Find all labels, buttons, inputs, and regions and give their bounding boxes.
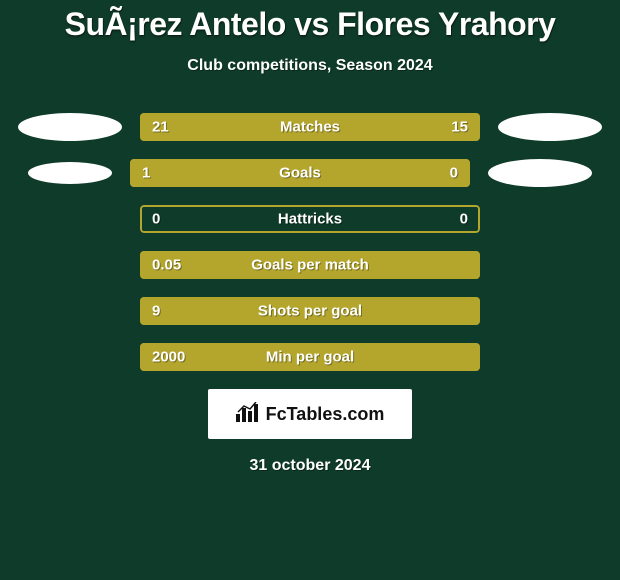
stat-bar-fill-right [395,159,470,187]
logo-box: FcTables.com [208,389,412,439]
stat-label: Shots per goal [258,303,362,320]
player-right-avatar [488,159,592,187]
stat-value-right: 15 [451,119,468,136]
page-title: SuÃ¡rez Antelo vs Flores Yrahory [0,0,620,43]
stat-bar: 0 Hattricks 0 [140,205,480,233]
stat-bar: 21 Matches 15 [140,113,480,141]
stat-label: Matches [280,119,340,136]
stat-bar-fill-left [130,159,395,187]
stat-row: 2000 Min per goal [0,343,620,371]
stat-label: Min per goal [266,349,354,366]
player-left-avatar [18,113,122,141]
stat-value-right: 0 [450,165,458,182]
stat-bar: 2000 Min per goal [140,343,480,371]
bar-chart-icon [236,402,260,427]
stat-row: 1 Goals 0 [0,159,620,187]
stat-value-left: 21 [152,119,169,136]
player-right-avatar [498,113,602,141]
stat-row: 9 Shots per goal [0,297,620,325]
stat-value-left: 9 [152,303,160,320]
stat-row: 21 Matches 15 [0,113,620,141]
stat-rows: 21 Matches 15 1 Goals 0 [0,113,620,371]
stat-label: Goals per match [251,257,369,274]
logo-text: FcTables.com [266,404,385,425]
stat-label: Hattricks [278,211,342,228]
stat-bar: 9 Shots per goal [140,297,480,325]
stat-value-left: 0 [152,211,160,228]
date-label: 31 october 2024 [0,457,620,475]
player-left-avatar [28,162,112,184]
stat-bar: 0.05 Goals per match [140,251,480,279]
stat-label: Goals [279,165,321,182]
stat-bar: 1 Goals 0 [130,159,470,187]
stat-row: 0.05 Goals per match [0,251,620,279]
stat-value-left: 2000 [152,349,185,366]
comparison-infographic: SuÃ¡rez Antelo vs Flores Yrahory Club co… [0,0,620,580]
stat-value-left: 0.05 [152,257,181,274]
stat-value-left: 1 [142,165,150,182]
stat-value-right: 0 [460,211,468,228]
stat-row: 0 Hattricks 0 [0,205,620,233]
subtitle: Club competitions, Season 2024 [0,57,620,75]
